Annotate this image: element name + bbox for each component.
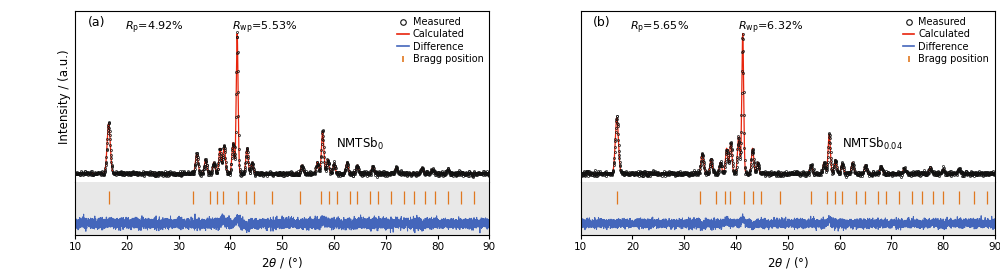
X-axis label: 2$\theta$ / ($\degree$): 2$\theta$ / ($\degree$) [767,255,809,270]
Text: $R_{\rm p}$=4.92%: $R_{\rm p}$=4.92% [125,20,184,36]
Legend: Measured, Calculated, Difference, Bragg position: Measured, Calculated, Difference, Bragg … [902,16,990,65]
Text: $R_{\rm p}$=5.65%: $R_{\rm p}$=5.65% [630,20,689,36]
Text: $R_{\rm wp}$=6.32%: $R_{\rm wp}$=6.32% [738,20,803,36]
Legend: Measured, Calculated, Difference, Bragg position: Measured, Calculated, Difference, Bragg … [396,16,485,65]
Text: (b): (b) [593,16,611,29]
Text: NMTSb$_{0}$: NMTSb$_{0}$ [336,136,384,152]
Text: (a): (a) [87,16,105,29]
Y-axis label: Intensity / (a.u.): Intensity / (a.u.) [58,49,71,144]
X-axis label: 2$\theta$ / ($\degree$): 2$\theta$ / ($\degree$) [261,255,303,270]
Text: NMTSb$_{0.04}$: NMTSb$_{0.04}$ [842,136,903,152]
Text: $R_{\rm wp}$=5.53%: $R_{\rm wp}$=5.53% [232,20,298,36]
